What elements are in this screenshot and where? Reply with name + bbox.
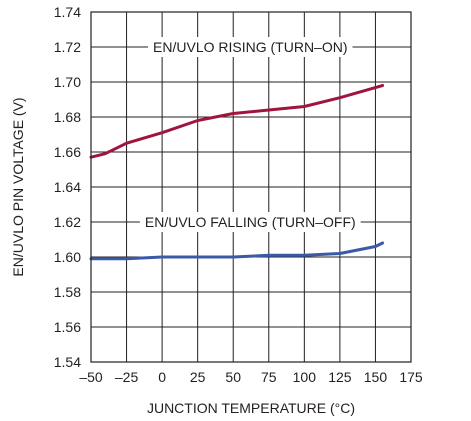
x-tick-label: –25 xyxy=(115,369,139,385)
y-tick-label: 1.56 xyxy=(54,319,81,335)
y-tick-label: 1.72 xyxy=(54,39,81,55)
x-tick-label: 125 xyxy=(328,369,352,385)
y-tick-label: 1.62 xyxy=(54,214,81,230)
y-tick-label: 1.60 xyxy=(54,249,81,265)
x-tick-labels: –50 –25 0 25 50 75 100 125 150 175 xyxy=(79,369,423,385)
x-tick-label: 100 xyxy=(293,369,317,385)
x-tick-label: 175 xyxy=(399,369,423,385)
series-line-rising xyxy=(89,84,385,159)
x-tick-label: 25 xyxy=(190,369,206,385)
y-tick-label: 1.58 xyxy=(54,284,81,300)
x-tick-label: 150 xyxy=(364,369,388,385)
y-tick-labels: 1.54 1.56 1.58 1.60 1.62 1.64 1.66 1.68 1.70 1.72… xyxy=(54,4,81,370)
y-tick-label: 1.66 xyxy=(54,144,81,160)
series-layer xyxy=(89,84,385,261)
x-tick-label: 50 xyxy=(225,369,241,385)
plot-frame xyxy=(90,11,412,363)
series-annotation: EN/UVLO RISING (TURN–ON) xyxy=(153,39,347,55)
y-tick-label: 1.54 xyxy=(54,354,81,370)
x-tick-label: –50 xyxy=(79,369,103,385)
annotation-layer: EN/UVLO RISING (TURN–ON) EN/UVLO FALLING … xyxy=(139,37,361,232)
annotation-background xyxy=(139,212,361,232)
y-tick-label: 1.68 xyxy=(54,109,81,125)
x-tick-label: 75 xyxy=(261,369,277,385)
annotation-background xyxy=(148,37,353,57)
x-tick-label: 0 xyxy=(158,369,166,385)
x-axis-title: JUNCTION TEMPERATURE (°C) xyxy=(147,400,355,416)
y-tick-label: 1.74 xyxy=(54,4,81,20)
y-tick-label: 1.64 xyxy=(54,179,81,195)
series-line-falling xyxy=(89,241,385,261)
y-axis-title: EN/UVLO PIN VOLTAGE (V) xyxy=(10,97,26,276)
series-annotation: EN/UVLO FALLING (TURN–OFF) xyxy=(145,214,356,230)
y-tick-label: 1.70 xyxy=(54,74,81,90)
grid xyxy=(90,11,412,363)
